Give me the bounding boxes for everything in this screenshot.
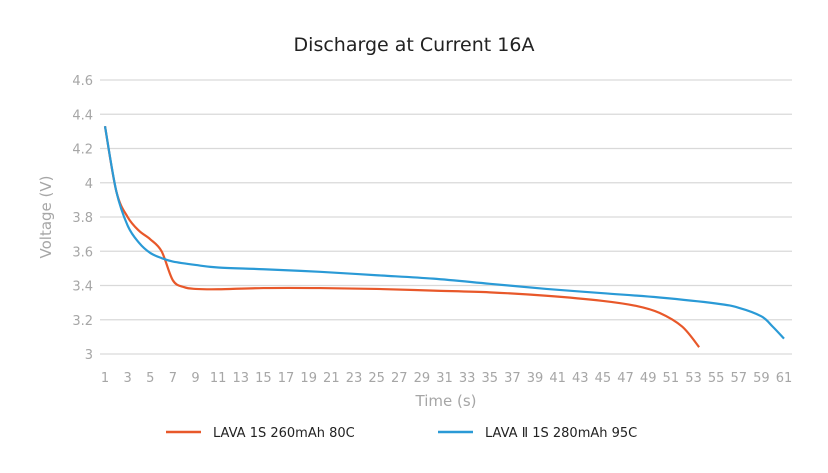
x-tick-label: 27: [391, 371, 408, 386]
x-tick-label: 15: [255, 371, 272, 386]
x-tick-label: 1: [101, 371, 109, 386]
x-tick-label: 13: [233, 371, 250, 386]
y-tick-labels: 3 3.2 3.4 3.6 3.8 4 4.2 4.4 4.6: [72, 74, 93, 363]
legend-label-series-1: LAVA 1S 260mAh 80C: [213, 426, 355, 441]
x-tick-label: 53: [685, 371, 702, 386]
x-tick-label: 21: [323, 371, 340, 386]
x-tick-label: 35: [481, 371, 498, 386]
y-tick-label: 3.4: [72, 280, 93, 295]
y-tick-label: 4.6: [72, 74, 93, 89]
x-tick-label: 43: [572, 371, 589, 386]
x-tick-labels: 1 3 5 7 9 11 13 15 17 19 21 23 25 27 29 31 33 35 37 39 41 43 4…: [101, 371, 792, 386]
x-tick-label: 11: [210, 371, 227, 386]
x-tick-label: 19: [300, 371, 317, 386]
chart-title: Discharge at Current 16A: [294, 34, 535, 56]
x-tick-label: 57: [730, 371, 747, 386]
x-tick-label: 47: [617, 371, 634, 386]
y-tick-label: 3: [85, 348, 93, 363]
x-tick-label: 55: [708, 371, 725, 386]
y-axis-label: Voltage (V): [37, 176, 55, 259]
x-tick-label: 9: [191, 371, 199, 386]
x-tick-label: 31: [436, 371, 453, 386]
x-tick-label: 61: [776, 371, 793, 386]
gridlines: [100, 79, 792, 355]
x-tick-label: 37: [504, 371, 521, 386]
series-line-2: [103, 126, 785, 340]
x-tick-label: 59: [753, 371, 770, 386]
series-lines: [103, 126, 785, 348]
y-tick-label: 4: [85, 177, 93, 192]
x-tick-label: 39: [527, 371, 544, 386]
x-tick-label: 45: [595, 371, 612, 386]
x-tick-label: 33: [459, 371, 476, 386]
x-axis-label: Time (s): [415, 392, 477, 410]
x-tick-label: 3: [123, 371, 131, 386]
y-tick-label: 3.6: [72, 245, 93, 260]
x-tick-label: 17: [278, 371, 295, 386]
y-tick-label: 3.8: [72, 211, 93, 226]
x-tick-label: 5: [146, 371, 154, 386]
legend: LAVA 1S 260mAh 80C LAVA Ⅱ 1S 280mAh 95C: [166, 426, 637, 441]
y-tick-label: 4.2: [72, 143, 93, 158]
y-tick-label: 4.4: [72, 108, 93, 123]
legend-label-series-2: LAVA Ⅱ 1S 280mAh 95C: [485, 426, 637, 441]
x-tick-label: 41: [549, 371, 566, 386]
series-line-1: [103, 126, 700, 348]
x-tick-label: 29: [414, 371, 431, 386]
x-tick-label: 25: [368, 371, 385, 386]
y-tick-label: 3.2: [72, 314, 93, 329]
x-tick-label: 23: [346, 371, 363, 386]
x-tick-label: 49: [640, 371, 657, 386]
x-tick-label: 7: [169, 371, 177, 386]
x-tick-label: 51: [663, 371, 680, 386]
